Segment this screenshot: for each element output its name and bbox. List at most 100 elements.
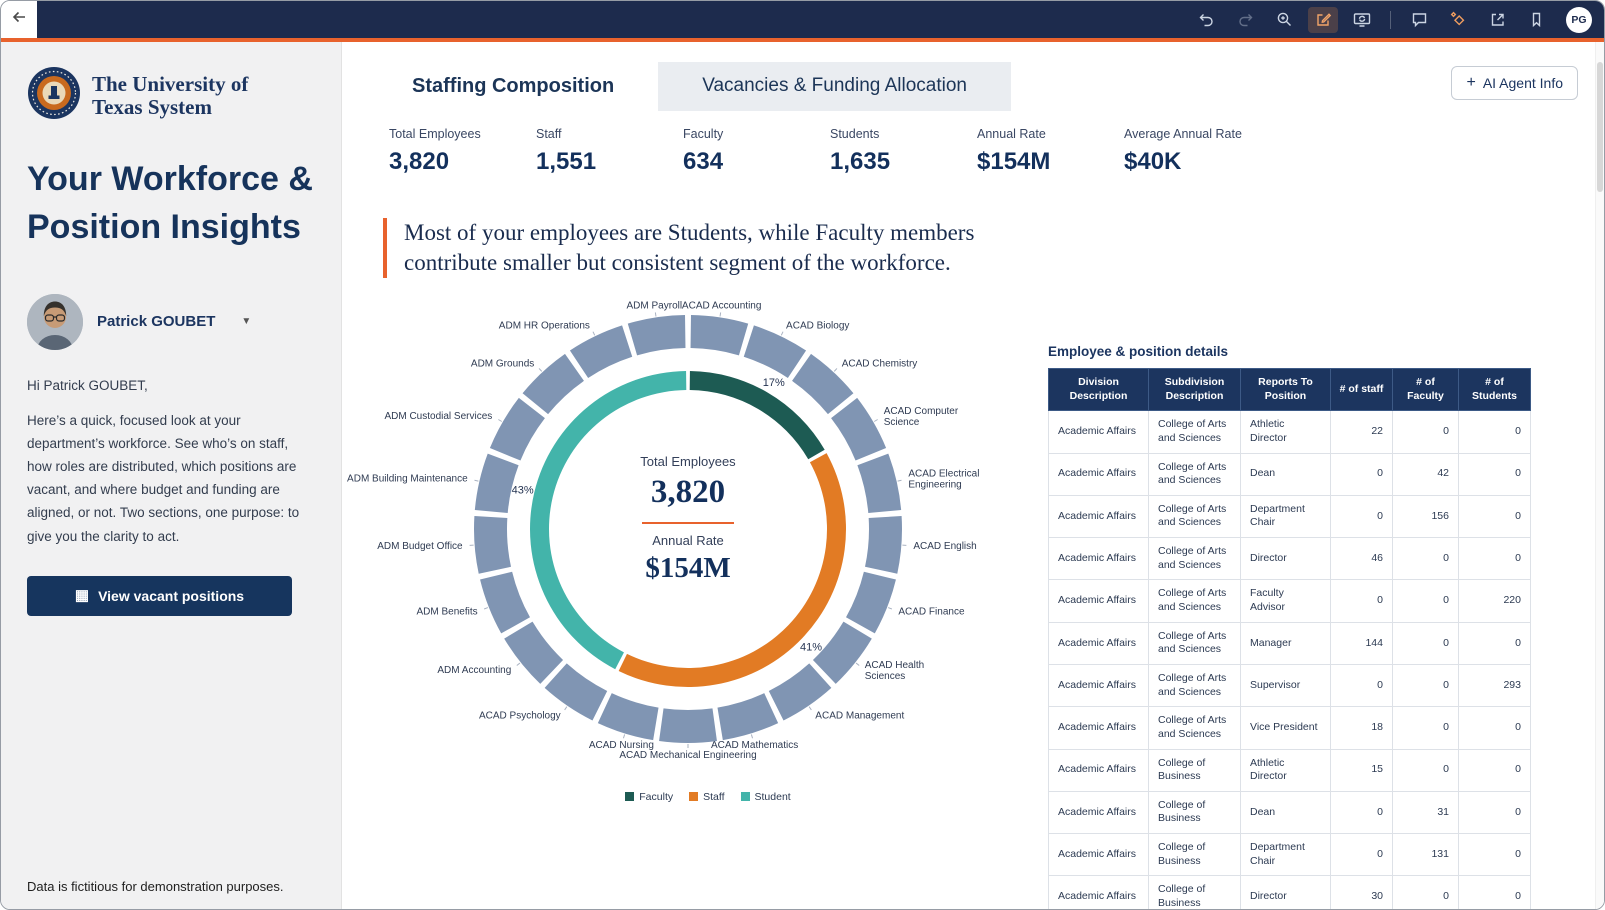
department-segment[interactable] xyxy=(489,397,545,461)
zoom-in-icon[interactable] xyxy=(1269,7,1299,33)
table-row[interactable]: Academic Affairs College of Arts and Scie… xyxy=(1048,663,1531,708)
kpi-staff: Staff 1,551 xyxy=(536,127,683,176)
sidebar: The University of Texas System Your Work… xyxy=(1,42,342,909)
legend-item-staff[interactable]: Staff xyxy=(689,791,725,803)
legend-label: Student xyxy=(754,790,791,803)
legend-item-student[interactable]: Student xyxy=(740,790,791,803)
department-segment[interactable] xyxy=(768,663,832,721)
university-seal-icon xyxy=(27,66,81,125)
table-row[interactable]: Academic Affairs College of Business Direc… xyxy=(1048,875,1531,909)
cell-text: College of Business xyxy=(1148,790,1241,835)
department-segment[interactable] xyxy=(659,708,717,743)
display-refresh-icon[interactable] xyxy=(1347,7,1377,33)
department-segment[interactable] xyxy=(597,692,659,740)
comment-icon[interactable] xyxy=(1404,7,1434,33)
slice-faculty[interactable] xyxy=(689,370,825,460)
edit-icon[interactable] xyxy=(1308,6,1338,33)
department-segment[interactable] xyxy=(544,663,608,721)
kpi-faculty: Faculty 634 xyxy=(683,127,830,176)
department-label: ADM Building Maintenance xyxy=(347,473,468,484)
table-row[interactable]: Academic Affairs College of Arts and Scie… xyxy=(1048,579,1531,623)
legend-item-faculty[interactable]: Faculty xyxy=(625,791,673,803)
department-segment[interactable] xyxy=(845,571,896,634)
page-title: Your Workforce & Position Insights xyxy=(27,160,313,247)
department-segment[interactable] xyxy=(857,453,902,513)
table-row[interactable]: Academic Affairs College of Business Dean 0… xyxy=(1048,790,1531,835)
slice-student[interactable] xyxy=(530,370,687,670)
table-header-row: Division Description Subdivision Descript… xyxy=(1048,367,1531,412)
department-segment[interactable] xyxy=(522,353,584,414)
view-vacant-positions-button[interactable]: ▦ View vacant positions xyxy=(27,575,292,616)
kpi-value: 3,820 xyxy=(389,148,450,175)
department-label: ADM Payroll xyxy=(627,300,683,311)
legend-swatch xyxy=(625,792,635,802)
column-header[interactable]: # of Faculty xyxy=(1392,367,1459,412)
cell-text: Director xyxy=(1240,875,1331,909)
column-header[interactable]: # of Students xyxy=(1458,367,1531,412)
label-leader-line xyxy=(719,312,722,317)
cell-text: Academic Affairs xyxy=(1048,663,1149,708)
scrollbar-thumb[interactable] xyxy=(1596,62,1603,192)
kpi-annual-rate: Annual Rate $154M xyxy=(977,127,1124,176)
table-row[interactable]: Academic Affairs College of Arts and Scie… xyxy=(1048,452,1531,496)
table-row[interactable]: Academic Affairs College of Business Athle… xyxy=(1048,748,1531,792)
label-leader-line xyxy=(516,662,521,666)
label-leader-line xyxy=(622,734,626,739)
cell-value: 0 xyxy=(1330,663,1393,708)
department-segment[interactable] xyxy=(627,314,686,356)
redo-icon[interactable] xyxy=(1230,7,1260,33)
legend-swatch xyxy=(740,792,750,802)
department-segment[interactable] xyxy=(474,515,511,574)
cell-text: Supervisor xyxy=(1240,663,1331,708)
table-row[interactable]: Academic Affairs College of Arts and Scie… xyxy=(1048,621,1531,665)
tab-bar: Staffing Composition Vacancies & Funding… xyxy=(368,62,1011,111)
department-segment[interactable] xyxy=(743,325,807,378)
table-row[interactable]: Academic Affairs College of Business Depar… xyxy=(1048,833,1531,877)
department-segment[interactable] xyxy=(474,453,519,513)
cell-text: Academic Affairs xyxy=(1048,875,1149,909)
toolbar-divider xyxy=(1390,10,1391,29)
department-segment[interactable] xyxy=(831,397,887,461)
cell-value: 0 xyxy=(1458,537,1531,581)
department-segment[interactable] xyxy=(480,571,531,634)
department-segment[interactable] xyxy=(865,515,902,574)
label-leader-line xyxy=(887,606,893,610)
tab-vacancies-funding[interactable]: Vacancies & Funding Allocation xyxy=(658,62,1011,111)
table-row[interactable]: Academic Affairs College of Arts and Scie… xyxy=(1048,706,1531,750)
profile-avatar[interactable]: PG xyxy=(1566,6,1592,33)
slice-staff[interactable] xyxy=(618,452,846,687)
cell-text: Athletic Director xyxy=(1240,748,1331,792)
column-header[interactable]: # of staff xyxy=(1330,367,1393,412)
chevron-down-icon[interactable]: ▼ xyxy=(241,316,252,328)
department-segment[interactable] xyxy=(569,325,633,378)
disclaimer-text: Data is fictitious for demonstration pur… xyxy=(27,879,284,894)
department-segment[interactable] xyxy=(792,353,854,414)
cell-text: College of Arts and Sciences xyxy=(1148,410,1241,454)
cell-text: Academic Affairs xyxy=(1048,410,1149,454)
column-header[interactable]: Reports To Position xyxy=(1240,367,1331,412)
tab-staffing-composition[interactable]: Staffing Composition xyxy=(368,62,659,111)
table-row[interactable]: Academic Affairs College of Arts and Scie… xyxy=(1048,494,1531,539)
department-segment[interactable] xyxy=(812,621,872,684)
department-segment[interactable] xyxy=(504,621,564,684)
smart-insights-icon[interactable] xyxy=(1443,7,1473,33)
column-header[interactable]: Division Description xyxy=(1048,367,1149,412)
employee-position-table: Division Description Subdivision Descript… xyxy=(1048,367,1531,909)
table-row[interactable]: Academic Affairs College of Arts and Scie… xyxy=(1048,410,1531,454)
user-selector[interactable]: Patrick GOUBET ▼ xyxy=(27,293,315,350)
cell-value: 0 xyxy=(1392,706,1459,750)
share-export-icon[interactable] xyxy=(1482,7,1512,33)
column-header[interactable]: Subdivision Description xyxy=(1148,367,1241,412)
ai-agent-info-button[interactable]: + AI Agent Info xyxy=(1451,66,1578,100)
undo-icon[interactable] xyxy=(1191,7,1221,33)
cell-text: College of Arts and Sciences xyxy=(1148,494,1241,539)
kpi-label: Faculty xyxy=(683,127,724,141)
back-button[interactable] xyxy=(1,1,37,38)
scrollbar[interactable] xyxy=(1595,42,1604,909)
table-row[interactable]: Academic Affairs College of Arts and Scie… xyxy=(1048,537,1531,581)
user-avatar xyxy=(27,293,83,350)
bookmark-icon[interactable] xyxy=(1521,7,1551,33)
department-segment[interactable] xyxy=(690,314,749,356)
department-segment[interactable] xyxy=(717,692,779,740)
cell-value: 42 xyxy=(1392,452,1459,496)
